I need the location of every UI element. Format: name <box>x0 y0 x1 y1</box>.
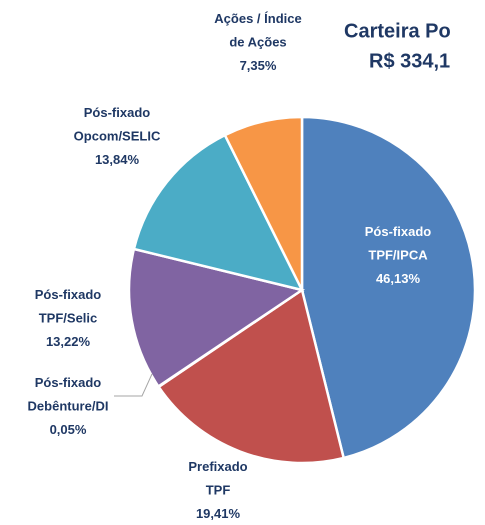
slice-label: Pós-fixado TPF/IPCA 46,13% <box>365 224 432 286</box>
label-line: Pós-fixado <box>365 224 432 239</box>
slice <box>132 133 305 292</box>
slice-label: Pós-fixado Debênture/DI 0,05% <box>28 375 109 437</box>
value-label: 19,41% <box>196 506 241 521</box>
slice <box>300 115 477 460</box>
slice-label: Prefixado TPF 19,41% <box>188 459 247 521</box>
label-line: Opcom/SELIC <box>74 129 161 144</box>
label-line: Prefixado <box>188 459 247 474</box>
slice-label: Pós-fixado TPF/Selic 13,22% <box>35 287 102 349</box>
label-line: Debênture/DI <box>28 399 109 414</box>
chart-title: Carteira Po <box>344 20 451 42</box>
label-line: de Ações <box>229 35 286 50</box>
slice <box>223 115 304 291</box>
slices <box>127 115 477 465</box>
label-line: Pós-fixado <box>84 105 151 120</box>
value-label: 0,05% <box>50 422 87 437</box>
slice <box>156 287 346 465</box>
value-label: 7,35% <box>240 58 277 73</box>
value-label: 46,13% <box>376 271 421 286</box>
label-line: Pós-fixado <box>35 287 102 302</box>
label-line: Pós-fixado <box>35 375 102 390</box>
chart-subtitle: R$ 334,1 <box>369 50 450 72</box>
slice-label: Pós-fixado Opcom/SELIC 13,84% <box>74 105 161 167</box>
slice-label: Ações / Índice de Ações 7,35% <box>214 11 301 73</box>
label-line: Ações / Índice <box>214 11 301 26</box>
label-line: TPF/Selic <box>39 311 98 326</box>
value-label: 13,22% <box>46 334 91 349</box>
value-label: 13,84% <box>95 152 140 167</box>
label-line: TPF <box>206 483 231 498</box>
slice <box>127 247 306 389</box>
label-line: TPF/IPCA <box>368 248 428 263</box>
leader-line <box>114 373 153 397</box>
